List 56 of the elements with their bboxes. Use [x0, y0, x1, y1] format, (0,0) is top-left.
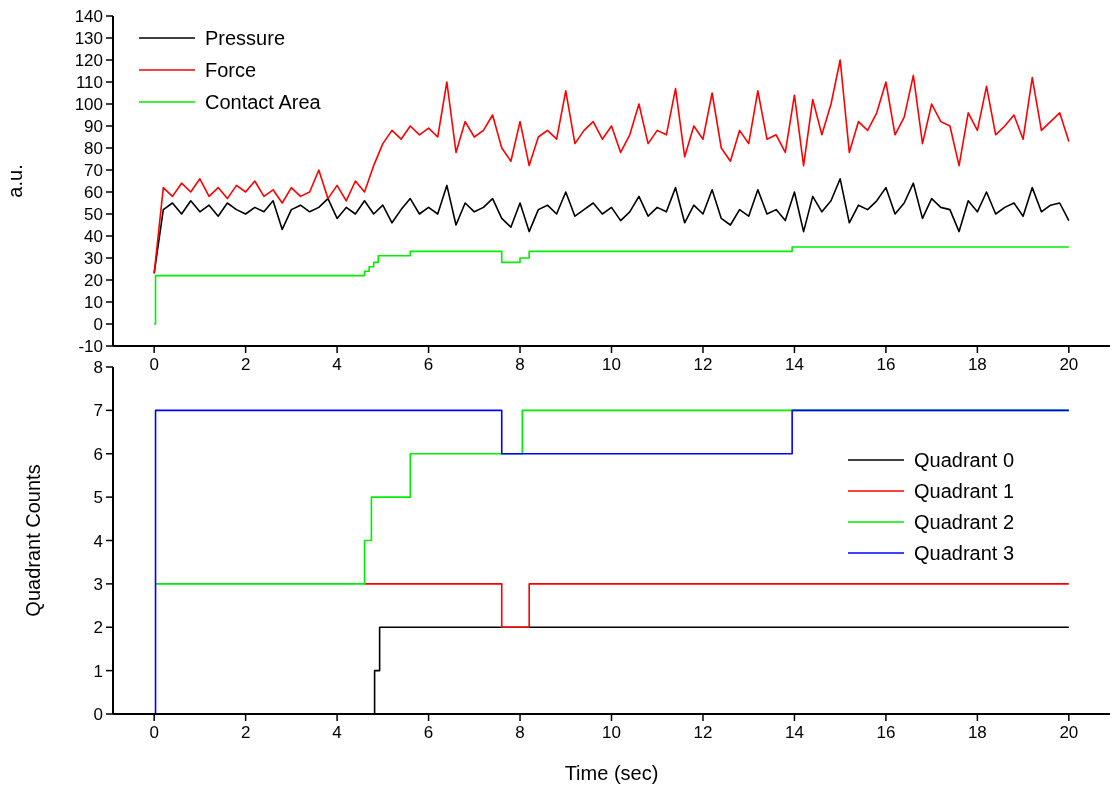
- y-tick-label: 90: [84, 117, 103, 136]
- legend-label: Quadrant 1: [914, 480, 1015, 502]
- x-tick-label: 18: [967, 723, 987, 742]
- x-axis-title: Time (sec): [564, 762, 659, 784]
- x-tick-label: 20: [1059, 723, 1079, 742]
- x-tick-label: 16: [876, 355, 896, 374]
- y-tick-label: -10: [78, 337, 103, 356]
- y-tick-label: 50: [84, 205, 103, 224]
- x-tick-label: 16: [876, 723, 896, 742]
- x-tick-label: 20: [1059, 355, 1079, 374]
- y-tick-label: 100: [74, 95, 103, 114]
- y-tick-label: 10: [84, 293, 103, 312]
- x-tick-label: 14: [784, 723, 804, 742]
- x-tick-label: 2: [240, 355, 251, 374]
- y-tick-label: 4: [93, 531, 103, 551]
- legend-label: Force: [205, 59, 257, 81]
- y-tick-label: 110: [75, 73, 103, 92]
- x-tick-label: 6: [423, 355, 434, 374]
- y-axis-title: Quadrant Counts: [22, 464, 44, 617]
- y-tick-label: 7: [93, 401, 103, 421]
- y-tick-label: 140: [74, 7, 103, 26]
- y-tick-label: 0: [93, 705, 103, 724]
- legend-label: Contact Area: [205, 91, 322, 113]
- y-tick-label: 30: [84, 249, 103, 268]
- legend-label: Quadrant 3: [914, 542, 1015, 564]
- x-tick-label: 18: [967, 355, 987, 374]
- y-tick-label: 0: [93, 315, 103, 334]
- x-tick-label: 4: [332, 355, 342, 374]
- y-tick-label: 6: [93, 444, 103, 464]
- y-tick-label: 80: [84, 139, 103, 158]
- x-tick-label: 8: [515, 723, 525, 742]
- x-tick-label: 6: [423, 723, 434, 742]
- y-tick-label: 130: [74, 29, 103, 48]
- x-tick-label: 10: [602, 355, 621, 374]
- legend-label: Quadrant 0: [914, 449, 1015, 471]
- y-tick-label: 2: [93, 618, 103, 638]
- y-tick-label: 60: [84, 183, 103, 202]
- x-tick-label: 0: [149, 355, 159, 374]
- y-tick-label: 1: [93, 661, 103, 681]
- y-tick-label: 120: [74, 51, 103, 70]
- x-tick-label: 12: [693, 723, 713, 742]
- legend-label: Quadrant 2: [914, 511, 1015, 533]
- y-tick-label: 70: [84, 161, 103, 180]
- x-tick-label: 8: [515, 355, 525, 374]
- y-tick-label: 20: [84, 271, 103, 290]
- x-tick-label: 4: [332, 723, 342, 742]
- x-tick-label: 12: [693, 355, 713, 374]
- y-tick-label: 5: [93, 488, 103, 508]
- y-axis-title: a.u.: [4, 164, 26, 198]
- y-tick-label: 3: [93, 574, 103, 594]
- x-tick-label: 0: [149, 723, 159, 742]
- y-tick-label: 40: [84, 227, 103, 246]
- x-tick-label: 10: [602, 723, 621, 742]
- legend-label: Pressure: [205, 27, 286, 49]
- x-tick-label: 2: [240, 723, 251, 742]
- x-tick-label: 14: [784, 355, 804, 374]
